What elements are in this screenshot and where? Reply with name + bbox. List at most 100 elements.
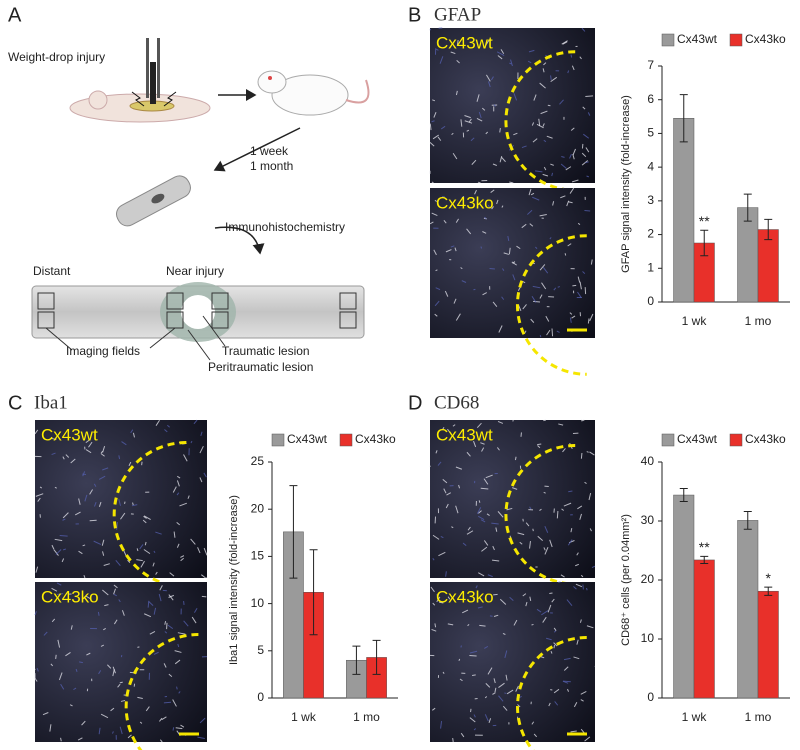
texture xyxy=(89,519,97,522)
texture xyxy=(563,657,571,661)
texture xyxy=(568,490,573,493)
texture xyxy=(532,528,534,532)
texture xyxy=(573,586,577,590)
texture xyxy=(528,49,535,53)
texture xyxy=(561,40,568,45)
texture xyxy=(481,447,485,452)
micrograph xyxy=(430,582,595,742)
texture xyxy=(159,717,163,722)
texture xyxy=(464,115,471,119)
texture xyxy=(168,594,174,601)
texture xyxy=(533,733,538,738)
texture xyxy=(473,440,477,448)
texture xyxy=(142,519,147,524)
legend-swatch xyxy=(729,33,743,47)
texture xyxy=(102,589,109,596)
texture xyxy=(458,658,461,662)
texture xyxy=(542,616,547,623)
texture xyxy=(139,544,144,550)
texture xyxy=(462,542,467,547)
texture xyxy=(155,419,160,426)
texture xyxy=(519,541,523,545)
texture xyxy=(575,583,583,588)
texture xyxy=(564,253,567,256)
texture xyxy=(584,209,591,212)
texture xyxy=(569,312,573,315)
image-label: Cx43ko xyxy=(436,193,494,212)
texture xyxy=(476,507,482,514)
texture xyxy=(585,95,594,98)
texture xyxy=(110,707,115,712)
texture xyxy=(34,429,39,435)
texture xyxy=(149,631,156,635)
texture xyxy=(200,431,203,437)
texture xyxy=(143,549,151,555)
texture xyxy=(466,451,471,457)
bar xyxy=(673,494,695,699)
texture xyxy=(455,90,458,96)
texture xyxy=(488,718,492,723)
texture xyxy=(176,492,180,496)
texture xyxy=(155,571,158,575)
texture xyxy=(443,220,447,224)
texture xyxy=(51,452,56,456)
texture xyxy=(484,216,487,220)
texture xyxy=(433,249,437,256)
texture xyxy=(517,704,521,708)
texture xyxy=(544,546,549,555)
y-tick-label: 20 xyxy=(641,572,655,586)
texture xyxy=(513,619,518,626)
x-tick-label: 1 mo xyxy=(353,710,380,724)
texture xyxy=(100,453,105,457)
texture xyxy=(556,511,559,519)
texture xyxy=(113,593,117,597)
texture xyxy=(527,209,533,215)
texture xyxy=(194,608,198,613)
texture xyxy=(441,426,445,431)
texture xyxy=(432,602,436,606)
texture xyxy=(542,266,549,274)
texture xyxy=(569,187,575,194)
texture xyxy=(498,695,504,702)
texture xyxy=(460,732,465,738)
texture xyxy=(545,315,550,322)
texture xyxy=(183,620,189,627)
texture xyxy=(469,650,478,654)
texture xyxy=(562,41,568,45)
texture xyxy=(199,477,203,483)
texture xyxy=(61,558,65,563)
texture xyxy=(437,136,442,141)
significance: * xyxy=(766,570,772,586)
texture xyxy=(558,423,564,426)
texture xyxy=(513,132,518,136)
bar xyxy=(737,207,759,303)
texture xyxy=(176,522,181,526)
texture xyxy=(492,163,497,166)
texture xyxy=(477,606,483,609)
texture xyxy=(69,704,73,707)
texture xyxy=(580,699,584,702)
texture xyxy=(490,76,494,81)
texture xyxy=(452,737,454,743)
x-tick-label: 1 wk xyxy=(291,710,317,724)
texture xyxy=(455,313,461,321)
texture xyxy=(174,650,182,653)
texture xyxy=(55,654,57,660)
texture xyxy=(508,247,511,255)
micrograph xyxy=(430,28,595,183)
y-axis-label: CD68⁺ cells (per 0.04mm²) xyxy=(620,514,632,646)
texture xyxy=(554,701,559,706)
texture xyxy=(546,135,553,139)
texture xyxy=(540,656,545,659)
texture xyxy=(572,284,577,287)
y-axis-label: Iba1 signal intensity (fold-increase) xyxy=(228,495,240,665)
texture xyxy=(503,252,510,255)
texture xyxy=(65,454,70,458)
texture xyxy=(432,99,436,102)
texture xyxy=(466,129,470,132)
texture xyxy=(563,666,569,671)
texture xyxy=(589,313,594,322)
texture xyxy=(177,632,186,635)
texture xyxy=(586,175,590,178)
image-label: Cx43wt xyxy=(436,33,493,52)
